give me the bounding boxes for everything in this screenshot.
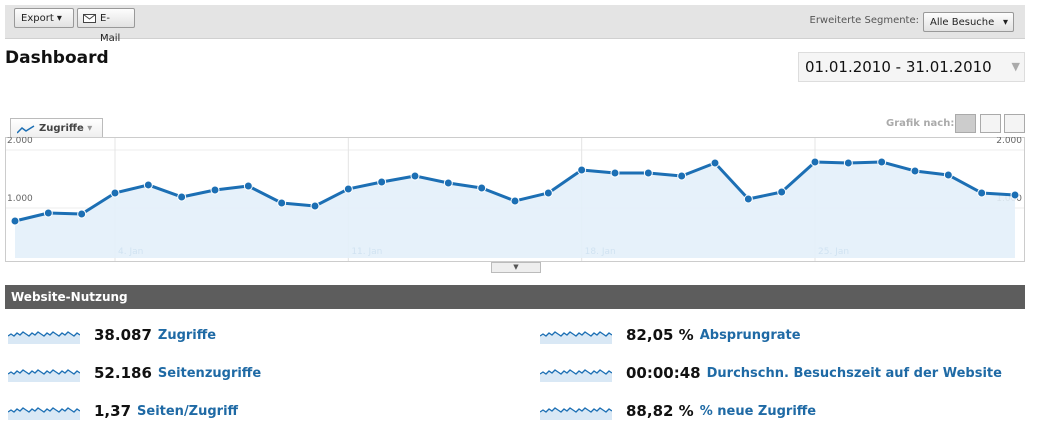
point [810, 157, 820, 167]
export-button[interactable]: Export ▾ [14, 8, 74, 28]
email-button[interactable]: E-Mail [77, 8, 135, 44]
area [15, 161, 1015, 258]
sparkline [8, 331, 80, 344]
point [1010, 190, 1020, 200]
segments-label: Erweiterte Segmente: [809, 15, 920, 26]
y-tick-label: 2.000 [7, 137, 33, 146]
view-day[interactable] [955, 114, 976, 133]
y-tick-label-right: 2.000 [996, 137, 1022, 146]
export-label: Export [21, 13, 54, 24]
toolbar [5, 5, 1025, 39]
point [310, 201, 320, 211]
point [977, 188, 987, 198]
point [710, 158, 720, 168]
metric-tab-label: Zugriffe [39, 123, 84, 134]
point [43, 208, 53, 218]
point [943, 170, 953, 180]
point [777, 187, 787, 197]
metric-label[interactable]: Seitenzugriffe [157, 366, 262, 381]
metric-value: 82,05 % [626, 326, 694, 344]
email-label: E-Mail [100, 13, 121, 44]
point [377, 177, 387, 187]
view-week[interactable] [980, 114, 1001, 133]
point [343, 184, 353, 194]
point [143, 180, 153, 190]
metric-value: 52.186 [94, 364, 152, 382]
collapse-button[interactable]: ▼ [491, 262, 541, 273]
sparkline [540, 369, 612, 382]
metric-label[interactable]: Seiten/Zugriff [137, 404, 239, 419]
point [177, 192, 187, 202]
point [243, 181, 253, 191]
sparkline [8, 407, 80, 420]
date-range-text: 01.01.2010 - 31.01.2010 [805, 58, 992, 76]
point [110, 188, 120, 198]
metric-label[interactable]: Absprungrate [699, 328, 801, 343]
point [477, 183, 487, 193]
view-label: Grafik nach: [886, 118, 955, 129]
point [643, 168, 653, 178]
point [910, 166, 920, 176]
metric-value: 1,37 [94, 402, 132, 420]
view-month[interactable] [1004, 114, 1025, 133]
metric-label[interactable]: Zugriffe [157, 328, 217, 343]
point [843, 158, 853, 168]
mail-icon [83, 14, 96, 23]
metric-value: 38.087 [94, 326, 152, 344]
tab-icon [17, 125, 35, 134]
y-tick-label: 1.000 [7, 194, 33, 204]
metric-label[interactable]: % neue Zugriffe [699, 404, 817, 419]
point [677, 171, 687, 181]
point [610, 168, 620, 178]
point [877, 157, 887, 167]
point [577, 165, 587, 175]
metric-value: 88,82 % [626, 402, 694, 420]
sparkline [540, 407, 612, 420]
page-title: Dashboard [5, 48, 109, 68]
sparkline [8, 369, 80, 382]
point [743, 194, 753, 204]
point [443, 178, 453, 188]
point [410, 171, 420, 181]
section-header: Website-Nutzung [5, 285, 1025, 309]
point [277, 198, 287, 208]
point [543, 188, 553, 198]
metric-value: 00:00:48 [626, 364, 701, 382]
date-range[interactable]: 01.01.2010 - 31.01.2010 ▼ [798, 52, 1025, 82]
segment-select[interactable]: Alle Besuche ▾ [923, 12, 1014, 32]
sparkline [540, 331, 612, 344]
metric-label[interactable]: Durchschn. Besuchszeit auf der Website [706, 366, 1002, 381]
metric-tab[interactable]: Zugriffe ▾ [10, 118, 103, 138]
point [210, 185, 220, 195]
point [77, 209, 87, 219]
point [510, 196, 520, 206]
point [10, 216, 20, 226]
segment-value: Alle Besuche [930, 17, 995, 28]
